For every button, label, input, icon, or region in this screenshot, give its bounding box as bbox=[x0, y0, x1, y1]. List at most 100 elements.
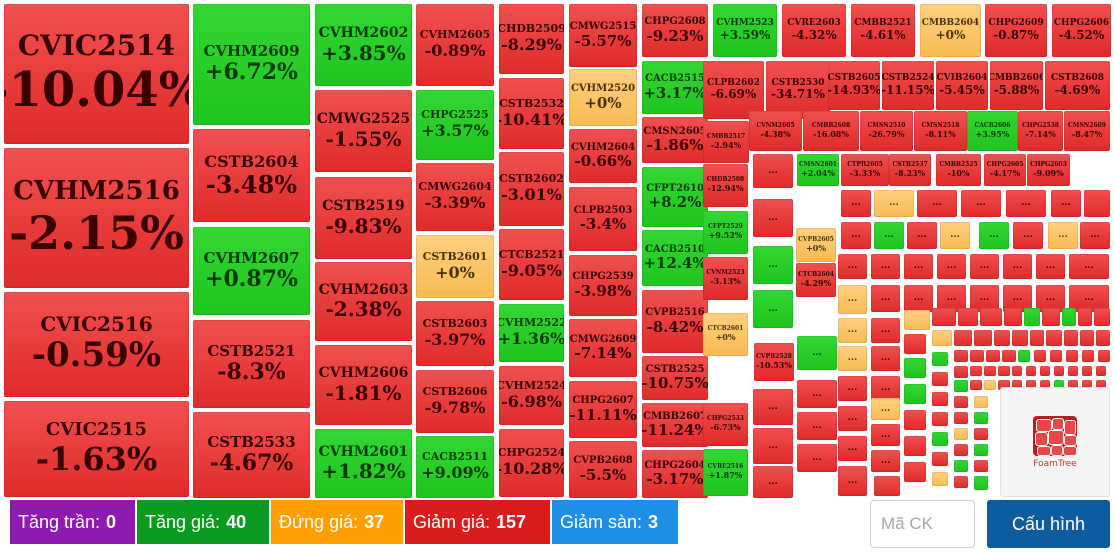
tile-chdb2508[interactable]: CHDB2508 -12.94% bbox=[703, 164, 748, 207]
tile-collapsed-group[interactable]: ... bbox=[871, 450, 900, 472]
tile-collapsed-group[interactable] bbox=[954, 350, 968, 362]
tile-collapsed-group[interactable] bbox=[904, 334, 926, 354]
tile-cvic2515[interactable]: CVIC2515 -1.63% bbox=[4, 401, 189, 497]
tile-collapsed-group[interactable] bbox=[970, 366, 982, 376]
tile-cmsn2601[interactable]: CMSN2601 +2.04% bbox=[797, 154, 839, 186]
stock-code-search-input[interactable] bbox=[870, 500, 975, 548]
tile-collapsed-group[interactable]: ... bbox=[838, 406, 867, 431]
tile-collapsed-group[interactable] bbox=[932, 372, 948, 386]
tile-cvic2516[interactable]: CVIC2516 -0.59% bbox=[4, 292, 189, 397]
tile-cmbb2608[interactable]: CMBB2608 -16.08% bbox=[803, 111, 859, 151]
tile-collapsed-group[interactable] bbox=[954, 444, 968, 456]
tile-collapsed-group[interactable]: ... bbox=[871, 285, 900, 312]
tile-cstb2530[interactable]: CSTB2530 -34.71% bbox=[766, 61, 830, 119]
tile-collapsed-group[interactable] bbox=[1064, 330, 1078, 346]
tile-collapsed-group[interactable]: ... bbox=[979, 222, 1009, 249]
tile-chpg2609[interactable]: CHPG2609 -0.87% bbox=[985, 4, 1047, 57]
tile-cacb2510[interactable]: CACB2510 +12.4% bbox=[642, 230, 708, 286]
tile-collapsed-group[interactable] bbox=[932, 352, 948, 366]
tile-collapsed-group[interactable] bbox=[954, 412, 968, 424]
tile-chpg2605[interactable]: CHPG2605 -4.17% bbox=[984, 154, 1026, 186]
tile-cmbb2604[interactable]: CMBB2604 +0% bbox=[920, 4, 981, 57]
tile-collapsed-group[interactable]: ... bbox=[1036, 254, 1065, 279]
tile-cvhm2609[interactable]: CVHM2609 +6.72% bbox=[193, 4, 310, 125]
tile-collapsed-group[interactable] bbox=[1068, 366, 1078, 376]
tile-collapsed-group[interactable] bbox=[986, 350, 1000, 362]
tile-chpg2525[interactable]: CHPG2525 +3.57% bbox=[416, 90, 494, 160]
tile-collapsed-group[interactable]: ... bbox=[1036, 285, 1065, 312]
tile-chpg2524[interactable]: CHPG2524 -10.28% bbox=[499, 429, 564, 497]
tile-cacb2511[interactable]: CACB2511 +9.09% bbox=[416, 436, 494, 498]
tile-cvhm2522[interactable]: CVHM2522 +1.36% bbox=[499, 304, 564, 362]
tile-collapsed-group[interactable] bbox=[1054, 380, 1064, 390]
tile-cmwg2604[interactable]: CMWG2604 -3.39% bbox=[416, 163, 494, 231]
tile-collapsed-group[interactable]: ... bbox=[871, 254, 900, 279]
tile-cvhm2604[interactable]: CVHM2604 -0.66% bbox=[569, 129, 637, 183]
tile-collapsed-group[interactable] bbox=[1080, 330, 1094, 346]
tile-collapsed-group[interactable]: ... bbox=[838, 346, 867, 371]
tile-collapsed-group[interactable]: ... bbox=[841, 190, 871, 217]
tile-collapsed-group[interactable]: ... bbox=[970, 254, 999, 279]
tile-collapsed-group[interactable]: ... bbox=[874, 190, 914, 217]
tile-cstb2537[interactable]: CSTB2537 -8.23% bbox=[889, 154, 931, 186]
tile-collapsed-group[interactable] bbox=[1004, 308, 1022, 326]
tile-collapsed-group[interactable]: ... bbox=[961, 190, 1001, 217]
tile-collapsed-group[interactable] bbox=[980, 308, 1002, 326]
tile-cmsn2510[interactable]: CMSN2510 -26.79% bbox=[860, 111, 913, 151]
tile-collapsed-group[interactable] bbox=[998, 366, 1010, 376]
tile-cstb2519[interactable]: CSTB2519 -9.83% bbox=[315, 177, 412, 259]
tile-collapsed-group[interactable] bbox=[904, 384, 926, 404]
tile-collapsed-group[interactable]: ... bbox=[797, 412, 837, 440]
tile-collapsed-group[interactable]: ... bbox=[1069, 285, 1109, 312]
tile-collapsed-group[interactable] bbox=[1012, 330, 1028, 346]
tile-collapsed-group[interactable]: ... bbox=[970, 285, 999, 312]
tile-chpg2539[interactable]: CHPG2539 -3.98% bbox=[569, 255, 637, 316]
tile-cstb2601[interactable]: CSTB2601 +0% bbox=[416, 235, 494, 298]
tile-ctcb2604[interactable]: CTCB2604 -4.29% bbox=[796, 263, 836, 297]
tile-collapsed-group[interactable] bbox=[958, 308, 978, 326]
tile-ctcb2601[interactable]: CTCB2601 +0% bbox=[703, 313, 748, 356]
foamtree-logo[interactable]: FoamTree bbox=[1000, 387, 1110, 497]
tile-cvpb2608[interactable]: CVPB2608 -5.5% bbox=[569, 441, 637, 498]
tile-cvhm2607[interactable]: CVHM2607 +0.87% bbox=[193, 227, 310, 315]
tile-cvhm2520[interactable]: CVHM2520 +0% bbox=[569, 69, 637, 126]
tile-cmsn2518[interactable]: CMSN2518 -8.11% bbox=[914, 111, 967, 151]
tile-collapsed-group[interactable] bbox=[1082, 380, 1092, 390]
tile-collapsed-group[interactable] bbox=[984, 380, 996, 390]
tile-collapsed-group[interactable] bbox=[932, 330, 952, 346]
tile-collapsed-group[interactable] bbox=[970, 380, 982, 390]
tile-collapsed-group[interactable]: ... bbox=[753, 154, 793, 188]
tile-collapsed-group[interactable] bbox=[954, 476, 968, 488]
tile-cvpb2605[interactable]: CVPB2605 +0% bbox=[796, 228, 836, 262]
tile-collapsed-group[interactable]: ... bbox=[753, 389, 793, 425]
tile-cstb2521[interactable]: CSTB2521 -8.3% bbox=[193, 320, 310, 408]
tile-collapsed-group[interactable] bbox=[932, 472, 948, 486]
tile-collapsed-group[interactable] bbox=[1026, 366, 1036, 376]
tile-cvnm2605[interactable]: CVNM2605 -4.38% bbox=[749, 111, 802, 151]
tile-collapsed-group[interactable]: ... bbox=[937, 254, 966, 279]
tile-collapsed-group[interactable] bbox=[954, 428, 968, 440]
tile-cvhm2606[interactable]: CVHM2606 -1.81% bbox=[315, 345, 412, 425]
tile-collapsed-group[interactable]: ... bbox=[797, 336, 837, 370]
legend-item[interactable]: Đứng giá: 37 bbox=[271, 500, 403, 544]
tile-collapsed-group[interactable] bbox=[1026, 380, 1036, 390]
tile-collapsed-group[interactable]: ... bbox=[1080, 222, 1110, 249]
tile-collapsed-group[interactable] bbox=[904, 310, 930, 330]
tile-cacb2606[interactable]: CACB2606 +3.95% bbox=[967, 111, 1018, 151]
tile-collapsed-group[interactable]: ... bbox=[797, 380, 837, 408]
tile-collapsed-group[interactable] bbox=[1002, 350, 1016, 362]
tile-cmbb2521[interactable]: CMBB2521 -4.61% bbox=[851, 4, 915, 57]
tile-collapsed-group[interactable] bbox=[1098, 350, 1110, 362]
tile-cvre2603[interactable]: CVRE2603 -4.32% bbox=[782, 4, 846, 57]
tile-cfpt2610[interactable]: CFPT2610 +8.2% bbox=[642, 167, 708, 227]
tile-collapsed-group[interactable]: ... bbox=[871, 376, 900, 401]
tile-collapsed-group[interactable] bbox=[932, 432, 948, 446]
tile-collapsed-group[interactable] bbox=[1012, 380, 1022, 390]
tile-collapsed-group[interactable] bbox=[1046, 330, 1062, 346]
tile-cstb2533[interactable]: CSTB2533 -4.67% bbox=[193, 412, 310, 498]
tile-chpg2603[interactable]: CHPG2603 -9.09% bbox=[1027, 154, 1070, 186]
tile-collapsed-group[interactable] bbox=[1068, 380, 1078, 390]
legend-item[interactable]: Giảm giá: 157 bbox=[405, 500, 550, 544]
config-button[interactable]: Cấu hình bbox=[987, 500, 1110, 548]
tile-cmwg2515[interactable]: CMWG2515 -5.57% bbox=[569, 4, 637, 67]
